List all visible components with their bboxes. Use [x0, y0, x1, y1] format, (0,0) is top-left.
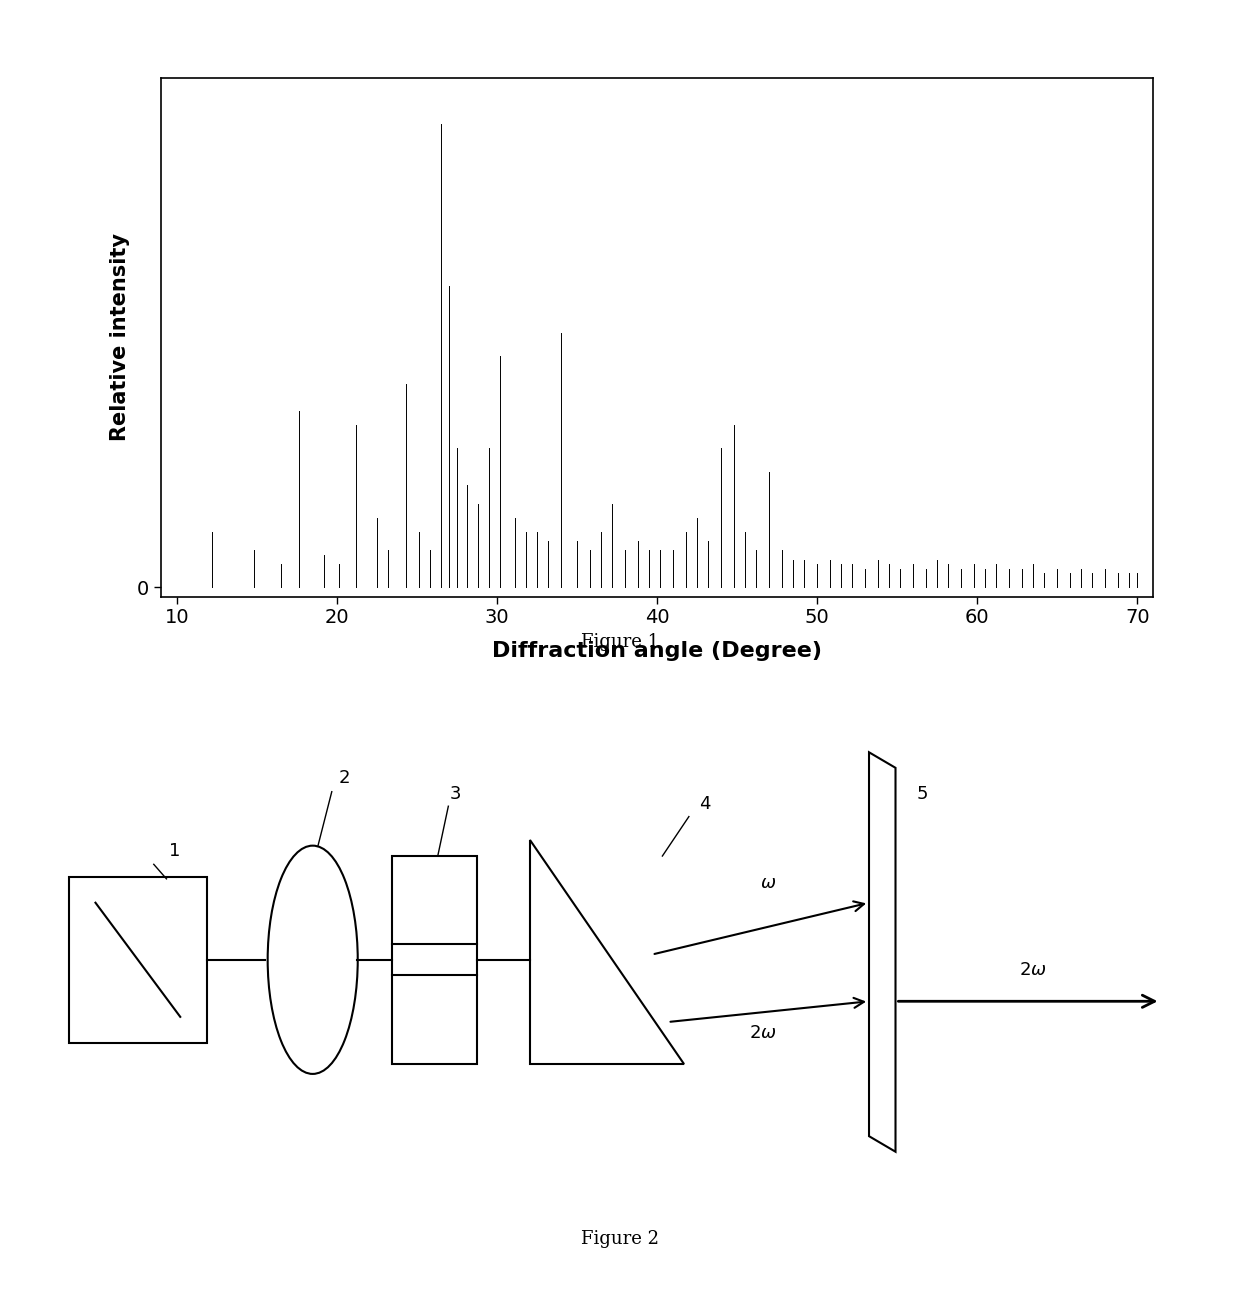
Ellipse shape	[268, 846, 358, 1074]
Polygon shape	[869, 752, 895, 1152]
Text: Figure 2: Figure 2	[582, 1230, 658, 1248]
Text: 2: 2	[339, 769, 350, 787]
Text: $2\omega$: $2\omega$	[1019, 961, 1047, 979]
Text: 4: 4	[699, 795, 711, 813]
Text: 1: 1	[170, 842, 181, 860]
Bar	[69, 877, 207, 1043]
Text: $\omega$: $\omega$	[760, 874, 776, 892]
Polygon shape	[529, 840, 683, 1064]
Text: 5: 5	[916, 785, 929, 803]
Text: $2\omega$: $2\omega$	[749, 1025, 777, 1041]
Y-axis label: Relative intensity: Relative intensity	[110, 233, 130, 441]
Text: Figure 1: Figure 1	[580, 633, 660, 651]
Text: 3: 3	[450, 785, 461, 803]
X-axis label: Diffraction angle (Degree): Diffraction angle (Degree)	[492, 641, 822, 661]
Bar	[392, 856, 477, 1064]
